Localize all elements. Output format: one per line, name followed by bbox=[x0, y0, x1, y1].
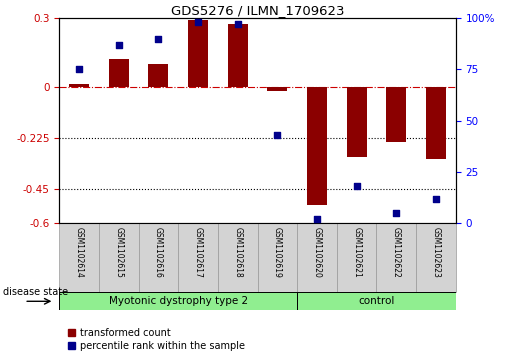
Text: GSM1102615: GSM1102615 bbox=[114, 227, 123, 278]
Text: GSM1102620: GSM1102620 bbox=[313, 227, 321, 278]
Legend: transformed count, percentile rank within the sample: transformed count, percentile rank withi… bbox=[64, 324, 249, 355]
Text: Myotonic dystrophy type 2: Myotonic dystrophy type 2 bbox=[109, 296, 248, 306]
Bar bbox=[258, 223, 297, 292]
Text: GSM1102618: GSM1102618 bbox=[233, 227, 242, 277]
Point bbox=[392, 210, 401, 216]
Title: GDS5276 / ILMN_1709623: GDS5276 / ILMN_1709623 bbox=[171, 4, 344, 17]
Bar bbox=[337, 223, 376, 292]
Point bbox=[352, 183, 360, 189]
Bar bbox=[426, 86, 446, 159]
Bar bbox=[297, 223, 337, 292]
Bar bbox=[59, 223, 99, 292]
Text: control: control bbox=[358, 296, 394, 306]
Bar bbox=[347, 86, 367, 157]
Bar bbox=[188, 20, 208, 86]
Text: GSM1102622: GSM1102622 bbox=[392, 227, 401, 277]
Bar bbox=[69, 84, 89, 86]
Bar bbox=[99, 223, 139, 292]
Text: GSM1102621: GSM1102621 bbox=[352, 227, 361, 277]
Point bbox=[432, 196, 440, 201]
Point bbox=[233, 21, 242, 27]
Bar bbox=[178, 223, 218, 292]
Bar bbox=[109, 59, 129, 86]
Bar bbox=[416, 223, 456, 292]
Bar bbox=[139, 223, 178, 292]
Point bbox=[75, 66, 83, 72]
Bar bbox=[218, 223, 258, 292]
Bar bbox=[148, 64, 168, 86]
Point bbox=[194, 19, 202, 25]
Point bbox=[154, 36, 162, 41]
Text: disease state: disease state bbox=[3, 287, 67, 297]
Point bbox=[273, 132, 281, 138]
Text: GSM1102619: GSM1102619 bbox=[273, 227, 282, 278]
Point bbox=[114, 42, 123, 48]
Point bbox=[313, 216, 321, 222]
Text: GSM1102617: GSM1102617 bbox=[194, 227, 202, 278]
Bar bbox=[386, 86, 406, 142]
Bar bbox=[59, 292, 297, 310]
Text: GSM1102616: GSM1102616 bbox=[154, 227, 163, 278]
Bar bbox=[267, 86, 287, 91]
Bar bbox=[307, 86, 327, 205]
Bar bbox=[376, 223, 416, 292]
Text: GSM1102623: GSM1102623 bbox=[432, 227, 440, 278]
Bar bbox=[228, 24, 248, 86]
Text: GSM1102614: GSM1102614 bbox=[75, 227, 83, 278]
Bar bbox=[297, 292, 456, 310]
